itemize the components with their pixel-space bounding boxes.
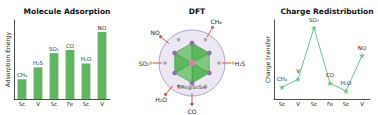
svg-text:CH₄: CH₄ [210, 18, 222, 25]
svg-text:Fe: Fe [327, 101, 334, 107]
svg-text:H₂O: H₂O [341, 80, 352, 86]
svg-text:CH₄: CH₄ [17, 72, 28, 78]
svg-text:Sc: Sc [279, 101, 286, 107]
svg-text:V: V [296, 68, 300, 74]
svg-text:V: V [360, 101, 364, 107]
svg-text:CO: CO [188, 108, 197, 115]
svg-text:Adsorption Energy: Adsorption Energy [4, 31, 12, 87]
svg-text:Sc: Sc [83, 101, 90, 107]
svg-text:H₂S: H₂S [33, 60, 43, 66]
svg-text:V: V [36, 101, 40, 107]
svg-text:DFT: DFT [189, 7, 206, 16]
svg-text:NO: NO [98, 25, 107, 31]
svg-text:SO₂: SO₂ [139, 60, 151, 67]
svg-text:Sc: Sc [343, 101, 350, 107]
svg-text:Molecule Adsorption: Molecule Adsorption [24, 7, 111, 16]
svg-text:NO: NO [358, 45, 367, 51]
svg-text:CO: CO [66, 43, 75, 49]
svg-text:Sc: Sc [51, 101, 58, 107]
svg-text:V: V [296, 101, 300, 107]
svg-text:CO: CO [326, 72, 335, 78]
svg-text:NO: NO [151, 29, 160, 36]
svg-text:Charge transfer: Charge transfer [264, 35, 272, 83]
svg-text:Fe: Fe [67, 101, 74, 107]
svg-text:Sc: Sc [311, 101, 318, 107]
svg-text:V: V [100, 101, 104, 107]
svg-text:CH₄: CH₄ [277, 76, 288, 82]
svg-text:Sc: Sc [19, 101, 26, 107]
svg-text:SO₂: SO₂ [309, 17, 319, 23]
svg-text:H₂O: H₂O [155, 96, 167, 103]
svg-text:H₂O: H₂O [81, 56, 92, 62]
svg-text:TMs@SnSe₂: TMs@SnSe₂ [176, 84, 207, 90]
svg-text:H₂S: H₂S [235, 60, 246, 67]
svg-text:Charge Redistribution: Charge Redistribution [280, 7, 373, 16]
svg-text:SO₂: SO₂ [49, 46, 59, 52]
